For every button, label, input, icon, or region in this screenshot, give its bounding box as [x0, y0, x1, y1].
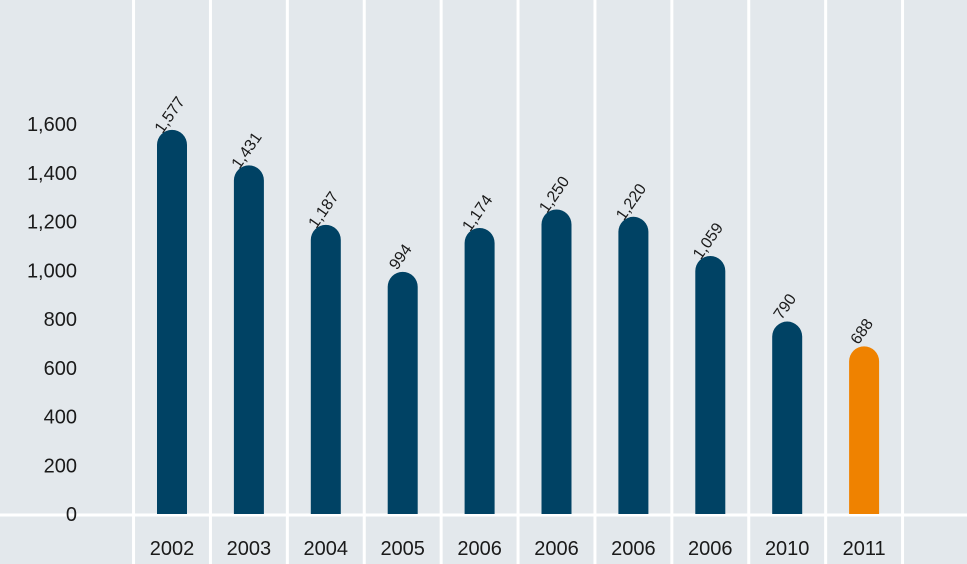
x-tick-label: 2006: [688, 538, 733, 560]
x-tick-label: 2006: [611, 538, 656, 560]
bar-2004-3: [310, 224, 341, 515]
y-tick-label: 200: [44, 455, 77, 477]
x-tick-label: 2004: [304, 538, 349, 560]
y-tick-label: 1,400: [27, 163, 77, 185]
bar-2006-7: [618, 216, 649, 515]
bars: [157, 129, 880, 515]
x-tick-label: 2002: [150, 538, 195, 560]
bar-2003-2: [233, 165, 264, 514]
y-axis: 0 200 400 600 800 1,000 1,200 1,400 1,600: [27, 114, 77, 526]
x-tick-label: 2011: [843, 538, 886, 560]
x-tick-label: 2003: [227, 538, 272, 560]
bar-2010-9: [772, 321, 803, 514]
x-tick-label: 2010: [765, 538, 810, 560]
y-tick-label: 1,200: [27, 212, 77, 234]
x-tick-label: 2005: [380, 538, 425, 560]
y-tick-label: 1,000: [27, 260, 77, 282]
x-axis: 2002 2003 2004 2005 2006 2006 2006 2006 2010 2011: [150, 538, 886, 560]
bar-2005-4: [387, 271, 418, 514]
y-tick-label: 1,600: [27, 114, 77, 136]
y-tick-label: 400: [44, 407, 77, 429]
x-tick-label: 2006: [457, 538, 502, 560]
bar-2006-8: [695, 256, 726, 514]
y-tick-label: 800: [44, 309, 77, 331]
y-tick-label: 600: [44, 358, 77, 380]
bar-2006-5: [464, 228, 495, 514]
bar-2006-6: [541, 209, 572, 514]
x-tick-label: 2006: [534, 538, 579, 560]
bar-2002-1: [157, 129, 187, 514]
y-tick-label: 0: [66, 504, 77, 526]
bar-2011-10: [849, 346, 880, 514]
